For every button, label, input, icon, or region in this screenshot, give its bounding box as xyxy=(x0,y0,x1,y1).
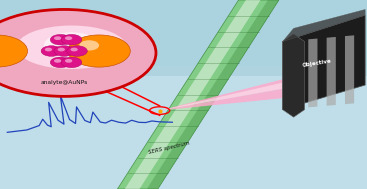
Polygon shape xyxy=(283,34,305,117)
Ellipse shape xyxy=(44,32,99,58)
Polygon shape xyxy=(283,15,365,110)
Polygon shape xyxy=(308,39,317,107)
Circle shape xyxy=(54,46,75,56)
Circle shape xyxy=(0,43,23,65)
Polygon shape xyxy=(160,83,319,111)
Polygon shape xyxy=(117,0,279,189)
Ellipse shape xyxy=(17,26,127,69)
Circle shape xyxy=(68,35,130,67)
Circle shape xyxy=(58,48,65,51)
Polygon shape xyxy=(0,0,367,76)
Circle shape xyxy=(82,43,126,65)
Circle shape xyxy=(54,59,61,63)
Circle shape xyxy=(50,57,71,68)
Circle shape xyxy=(0,35,28,67)
Circle shape xyxy=(45,48,52,51)
Circle shape xyxy=(65,36,72,40)
Polygon shape xyxy=(160,76,314,111)
Polygon shape xyxy=(345,35,354,104)
Polygon shape xyxy=(327,37,336,106)
Circle shape xyxy=(65,59,72,63)
Ellipse shape xyxy=(0,9,156,96)
Text: SERS spectrum: SERS spectrum xyxy=(148,140,190,155)
Circle shape xyxy=(70,48,78,51)
Circle shape xyxy=(67,46,87,56)
Polygon shape xyxy=(283,9,365,42)
Text: Objective: Objective xyxy=(302,59,333,68)
Circle shape xyxy=(54,36,61,40)
Circle shape xyxy=(79,40,99,50)
Polygon shape xyxy=(125,0,261,189)
Circle shape xyxy=(61,57,82,68)
Polygon shape xyxy=(0,66,367,189)
Circle shape xyxy=(41,46,62,56)
Circle shape xyxy=(50,34,71,45)
Polygon shape xyxy=(160,72,316,111)
Text: analyte@AuNPs: analyte@AuNPs xyxy=(41,80,88,85)
Circle shape xyxy=(61,34,82,45)
Polygon shape xyxy=(147,0,279,189)
